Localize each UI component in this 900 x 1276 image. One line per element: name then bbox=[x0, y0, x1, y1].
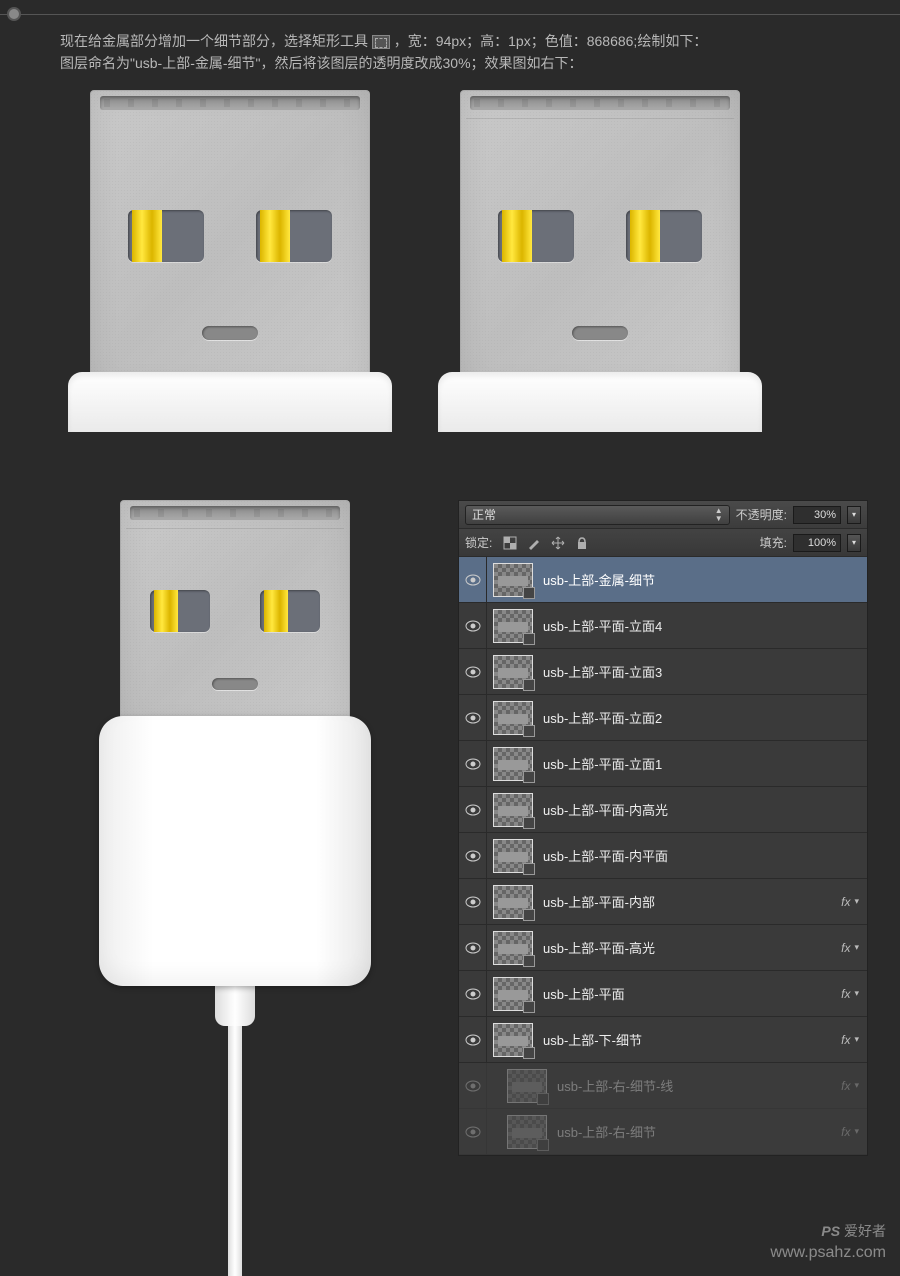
layer-row[interactable]: usb-上部-下-细节fx ▾ bbox=[459, 1017, 867, 1063]
lock-paint-icon[interactable] bbox=[526, 535, 542, 551]
lock-transparency-icon[interactable] bbox=[502, 535, 518, 551]
fx-expand-icon[interactable]: ▾ bbox=[854, 1080, 859, 1091]
layer-row[interactable]: usb-上部-平面-内平面 bbox=[459, 833, 867, 879]
usb-preview-before bbox=[90, 90, 370, 432]
layer-thumbnail bbox=[493, 793, 533, 827]
divider-line bbox=[0, 14, 900, 15]
fx-indicator[interactable]: fx bbox=[841, 941, 850, 955]
layer-name-label: usb-上部-平面-立面3 bbox=[539, 662, 859, 681]
layer-row[interactable]: usb-上部-平面fx ▾ bbox=[459, 971, 867, 1017]
opacity-dropdown-button[interactable]: ▾ bbox=[847, 506, 861, 524]
layer-name-label: usb-上部-下-细节 bbox=[539, 1030, 841, 1049]
layer-name-label: usb-上部-平面-高光 bbox=[539, 938, 841, 957]
layer-row[interactable]: usb-上部-金属-细节 bbox=[459, 557, 867, 603]
fx-expand-icon[interactable]: ▾ bbox=[854, 1126, 859, 1137]
layer-thumbnail bbox=[493, 609, 533, 643]
visibility-toggle-icon[interactable] bbox=[459, 695, 487, 740]
fx-expand-icon[interactable]: ▾ bbox=[854, 896, 859, 907]
fill-input[interactable]: 100% bbox=[793, 534, 841, 552]
layer-row[interactable]: usb-上部-平面-立面1 bbox=[459, 741, 867, 787]
watermark-title: PS PS 爱好者爱好者 bbox=[770, 1220, 886, 1242]
layer-thumbnail bbox=[493, 701, 533, 735]
layer-thumbnail bbox=[493, 747, 533, 781]
fx-indicator[interactable]: fx bbox=[841, 895, 850, 909]
fx-expand-icon[interactable]: ▾ bbox=[854, 942, 859, 953]
layer-thumbnail bbox=[493, 655, 533, 689]
lock-label: 锁定: bbox=[465, 534, 492, 551]
layer-thumbnail bbox=[493, 1023, 533, 1057]
layers-panel: 正常 ▲▼ 不透明度: 30% ▾ 锁定: 填充: 100% ▾ usb-上部-… bbox=[458, 500, 868, 1156]
layer-row[interactable]: usb-上部-平面-立面3 bbox=[459, 649, 867, 695]
layer-name-label: usb-上部-平面-内平面 bbox=[539, 846, 859, 865]
watermark: PS PS 爱好者爱好者 www.psahz.com bbox=[770, 1220, 886, 1264]
visibility-toggle-icon[interactable] bbox=[459, 1017, 487, 1062]
layer-row[interactable]: usb-上部-右-细节fx ▾ bbox=[459, 1109, 867, 1155]
layer-name-label: usb-上部-平面-内高光 bbox=[539, 800, 859, 819]
layer-thumbnail bbox=[493, 885, 533, 919]
instruction-text: 现在给金属部分增加一个细节部分，选择矩形工具 ，宽：94px；高：1px；色值：… bbox=[60, 30, 707, 74]
fx-expand-icon[interactable]: ▾ bbox=[854, 1034, 859, 1045]
layer-name-label: usb-上部-右-细节 bbox=[553, 1122, 841, 1141]
visibility-toggle-icon[interactable] bbox=[459, 603, 487, 648]
visibility-toggle-icon[interactable] bbox=[459, 925, 487, 970]
visibility-toggle-icon[interactable] bbox=[459, 833, 487, 878]
visibility-toggle-icon[interactable] bbox=[459, 1063, 487, 1108]
opacity-label: 不透明度: bbox=[736, 506, 787, 523]
usb-preview-after bbox=[460, 90, 740, 432]
visibility-toggle-icon[interactable] bbox=[459, 971, 487, 1016]
layer-thumbnail bbox=[493, 977, 533, 1011]
layer-thumbnail bbox=[493, 839, 533, 873]
layer-thumbnail bbox=[507, 1069, 547, 1103]
layer-thumbnail bbox=[507, 1115, 547, 1149]
fx-indicator[interactable]: fx bbox=[841, 1079, 850, 1093]
instruction-line1a: 现在给金属部分增加一个细节部分，选择矩形工具 bbox=[60, 33, 372, 49]
layer-list: usb-上部-金属-细节 usb-上部-平面-立面4 usb-上部-平面-立面3 us… bbox=[459, 557, 867, 1155]
layer-row[interactable]: usb-上部-平面-立面2 bbox=[459, 695, 867, 741]
watermark-url: www.psahz.com bbox=[770, 1242, 886, 1264]
layer-name-label: usb-上部-平面-立面2 bbox=[539, 708, 859, 727]
blend-opacity-row: 正常 ▲▼ 不透明度: 30% ▾ bbox=[459, 501, 867, 529]
layer-row[interactable]: usb-上部-平面-内高光 bbox=[459, 787, 867, 833]
blend-mode-select[interactable]: 正常 ▲▼ bbox=[465, 505, 730, 525]
instruction-line1b: ，宽：94px；高：1px；色值：868686;绘制如下： bbox=[394, 33, 708, 49]
layer-thumbnail bbox=[493, 931, 533, 965]
visibility-toggle-icon[interactable] bbox=[459, 741, 487, 786]
fill-label: 填充: bbox=[760, 534, 787, 551]
visibility-toggle-icon[interactable] bbox=[459, 787, 487, 832]
select-arrows-icon: ▲▼ bbox=[715, 507, 723, 523]
fx-expand-icon[interactable]: ▾ bbox=[854, 988, 859, 999]
lock-all-icon[interactable] bbox=[574, 535, 590, 551]
lock-position-icon[interactable] bbox=[550, 535, 566, 551]
layer-name-label: usb-上部-平面 bbox=[539, 984, 841, 1003]
rectangle-tool-icon bbox=[372, 35, 390, 49]
layer-thumbnail bbox=[493, 563, 533, 597]
step-marker bbox=[7, 7, 21, 21]
layer-row[interactable]: usb-上部-平面-内部fx ▾ bbox=[459, 879, 867, 925]
fx-indicator[interactable]: fx bbox=[841, 1125, 850, 1139]
layer-row[interactable]: usb-上部-平面-高光fx ▾ bbox=[459, 925, 867, 971]
visibility-toggle-icon[interactable] bbox=[459, 649, 487, 694]
layer-name-label: usb-上部-平面-立面4 bbox=[539, 616, 859, 635]
layer-name-label: usb-上部-平面-内部 bbox=[539, 892, 841, 911]
layer-row[interactable]: usb-上部-右-细节-线fx ▾ bbox=[459, 1063, 867, 1109]
opacity-input[interactable]: 30% bbox=[793, 506, 841, 524]
instruction-line2: 图层命名为"usb-上部-金属-细节"，然后将该图层的透明度改成30%；效果图如… bbox=[60, 52, 707, 74]
layer-row[interactable]: usb-上部-平面-立面4 bbox=[459, 603, 867, 649]
layer-name-label: usb-上部-右-细节-线 bbox=[553, 1076, 841, 1095]
visibility-toggle-icon[interactable] bbox=[459, 557, 487, 602]
fx-indicator[interactable]: fx bbox=[841, 1033, 850, 1047]
visibility-toggle-icon[interactable] bbox=[459, 1109, 487, 1154]
usb-full-preview bbox=[120, 500, 350, 1276]
fill-dropdown-button[interactable]: ▾ bbox=[847, 534, 861, 552]
visibility-toggle-icon[interactable] bbox=[459, 879, 487, 924]
layer-name-label: usb-上部-金属-细节 bbox=[539, 570, 859, 589]
fx-indicator[interactable]: fx bbox=[841, 987, 850, 1001]
layer-name-label: usb-上部-平面-立面1 bbox=[539, 754, 859, 773]
lock-fill-row: 锁定: 填充: 100% ▾ bbox=[459, 529, 867, 557]
blend-mode-value: 正常 bbox=[472, 506, 496, 523]
